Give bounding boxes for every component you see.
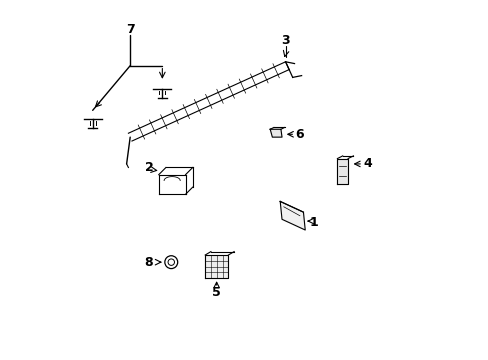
Polygon shape bbox=[337, 158, 347, 184]
Polygon shape bbox=[205, 255, 228, 278]
Text: 7: 7 bbox=[125, 23, 134, 36]
Text: 5: 5 bbox=[212, 286, 221, 299]
Text: 6: 6 bbox=[295, 128, 304, 141]
Text: 8: 8 bbox=[144, 256, 153, 269]
Text: 4: 4 bbox=[363, 157, 371, 170]
Polygon shape bbox=[270, 129, 282, 137]
Text: 2: 2 bbox=[145, 161, 154, 174]
Polygon shape bbox=[280, 202, 305, 230]
Text: 1: 1 bbox=[309, 216, 318, 229]
Text: 3: 3 bbox=[281, 34, 289, 47]
